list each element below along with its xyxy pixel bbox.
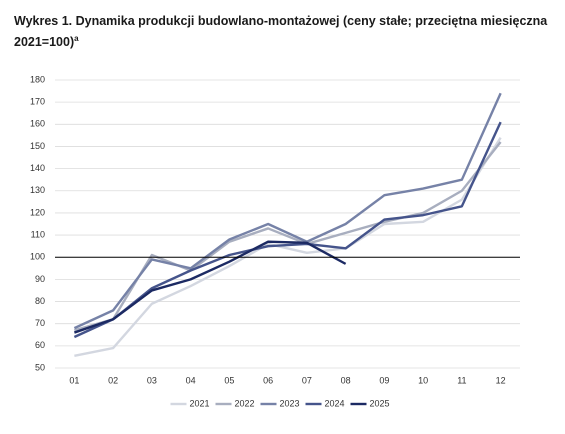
y-tick-label: 70: [35, 318, 45, 328]
y-tick-label: 160: [30, 119, 45, 129]
y-tick-label: 170: [30, 97, 45, 107]
x-tick-label: 07: [302, 375, 312, 385]
x-tick-label: 11: [457, 375, 466, 385]
series-line: [73, 121, 502, 339]
x-tick-label: 12: [496, 375, 506, 385]
chart-title-block: Wykres 1. Dynamika produkcji budowlano-m…: [14, 12, 549, 51]
x-tick-label: 10: [418, 375, 428, 385]
series-line: [73, 92, 502, 330]
legend-label: 2021: [190, 398, 210, 408]
series-line: [73, 240, 347, 334]
y-tick-label: 110: [31, 229, 45, 239]
title-superscript: a: [74, 34, 79, 43]
y-tick-label: 50: [35, 362, 45, 372]
legend-label: 2022: [235, 398, 255, 408]
x-tick-label: 05: [224, 375, 234, 385]
y-tick-label: 150: [30, 141, 45, 151]
legend-label: 2024: [325, 398, 345, 408]
x-tick-label: 06: [263, 375, 273, 385]
y-tick-label: 90: [35, 274, 45, 284]
legend-label: 2025: [370, 398, 390, 408]
chart-title: Wykres 1. Dynamika produkcji budowlano-m…: [14, 14, 548, 50]
legend-label: 2023: [280, 398, 300, 408]
x-tick-label: 09: [379, 375, 389, 385]
y-tick-label: 180: [30, 74, 45, 84]
series-line: [74, 136, 502, 357]
y-tick-label: 140: [30, 163, 45, 173]
x-tick-label: 08: [341, 375, 351, 385]
y-tick-label: 80: [35, 296, 45, 306]
series-line: [74, 141, 502, 332]
y-tick-label: 120: [30, 207, 45, 217]
x-tick-label: 04: [186, 375, 196, 385]
y-tick-label: 100: [30, 252, 45, 262]
x-tick-label: 03: [147, 375, 157, 385]
y-tick-label: 60: [35, 340, 45, 350]
x-tick-label: 01: [69, 375, 79, 385]
x-tick-label: 02: [108, 375, 118, 385]
y-tick-label: 130: [30, 185, 45, 195]
